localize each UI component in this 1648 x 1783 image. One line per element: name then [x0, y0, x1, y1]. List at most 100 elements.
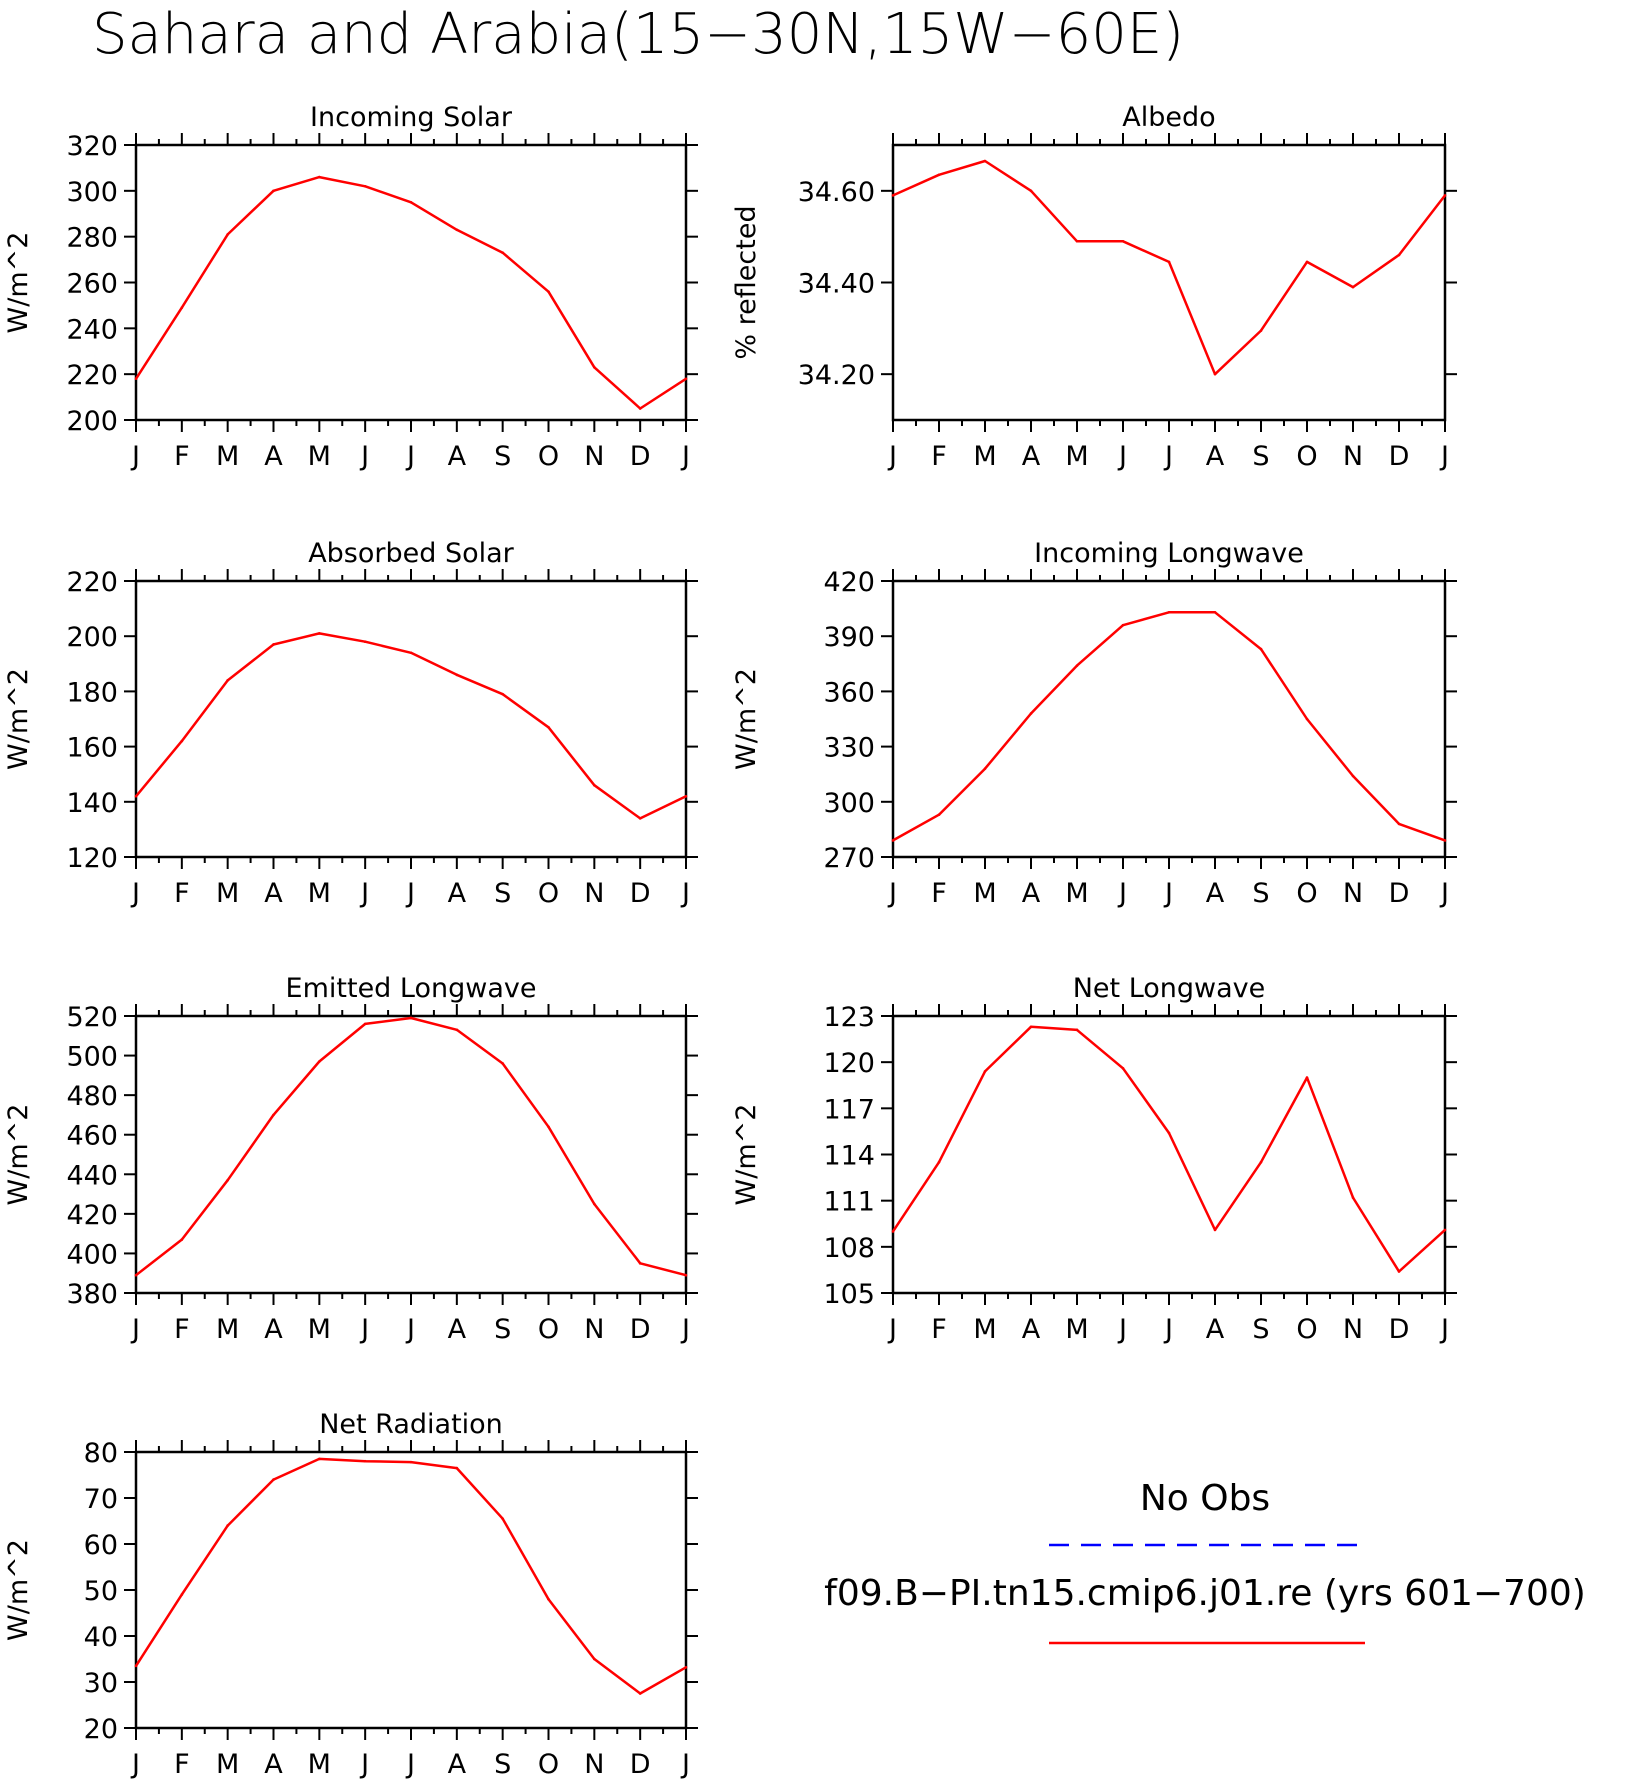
- data-point: [134, 377, 138, 381]
- data-point: [272, 643, 275, 646]
- data-point: [363, 184, 367, 188]
- x-tick-label: S: [494, 441, 511, 472]
- data-point: [547, 1597, 550, 1601]
- x-tick-label: J: [887, 441, 897, 472]
- x-tick-label: O: [1296, 1314, 1317, 1345]
- x-tick-label: J: [130, 878, 140, 909]
- data-point: [547, 725, 550, 729]
- data-point: [1029, 189, 1033, 193]
- data-point: [318, 632, 321, 635]
- y-tick-label: 420: [66, 1200, 118, 1231]
- y-tick-label: 40: [84, 1622, 118, 1653]
- series-line-model: [134, 1457, 687, 1695]
- data-point: [684, 794, 688, 798]
- data-point: [1397, 1270, 1401, 1273]
- y-tick-label: 460: [66, 1121, 118, 1152]
- x-tick-label: N: [1343, 878, 1363, 909]
- x-tick-label: J: [1163, 878, 1173, 909]
- data-point: [593, 1657, 596, 1661]
- data-point: [272, 189, 275, 193]
- x-tick-label: O: [538, 878, 559, 909]
- x-tick-label: O: [538, 1314, 559, 1345]
- data-point: [318, 1457, 321, 1461]
- series-line-model: [891, 1025, 1446, 1273]
- data-point: [134, 1664, 138, 1668]
- data-point: [1305, 260, 1309, 264]
- x-tick-label: D: [630, 878, 651, 909]
- data-point: [1259, 647, 1263, 651]
- x-tick-label: M: [216, 1314, 239, 1345]
- plot-frame: [891, 143, 1447, 422]
- x-tick-label: D: [630, 1314, 651, 1345]
- y-tick-label: 180: [66, 677, 118, 708]
- data-point: [593, 783, 596, 787]
- plot-frame: [891, 1014, 1447, 1295]
- x-tick-label: M: [216, 441, 239, 472]
- data-point: [638, 817, 642, 820]
- x-tick-label: N: [584, 1749, 604, 1780]
- y-tick-label: 390: [823, 622, 875, 653]
- x-tick-label: D: [1389, 878, 1410, 909]
- data-point: [1075, 664, 1079, 667]
- data-point: [1351, 285, 1355, 289]
- x-tick-label: A: [448, 878, 467, 909]
- x-tick-label: F: [174, 441, 190, 472]
- y-tick-label: 240: [66, 314, 118, 345]
- data-point: [593, 365, 596, 369]
- x-tick-label: J: [1117, 878, 1127, 909]
- data-point: [638, 1692, 642, 1695]
- y-tick-label: 300: [66, 177, 118, 208]
- y-tick-label: 380: [66, 1279, 118, 1310]
- data-point: [363, 640, 367, 644]
- x-tick-label: A: [264, 1749, 283, 1780]
- y-axis-label: W/m^2: [731, 668, 762, 770]
- y-tick-label: 520: [66, 1002, 118, 1033]
- data-point: [1443, 839, 1447, 842]
- data-point: [180, 1238, 184, 1241]
- data-point: [1259, 329, 1263, 332]
- x-tick-label: J: [405, 1314, 415, 1345]
- data-point: [1443, 1228, 1447, 1232]
- x-tick-label: A: [448, 1749, 467, 1780]
- y-tick-label: 117: [823, 1094, 875, 1125]
- x-tick-label: O: [538, 1749, 559, 1780]
- data-point: [501, 692, 504, 696]
- y-tick-label: 34.60: [798, 177, 875, 208]
- x-tick-label: A: [264, 441, 283, 472]
- data-point: [983, 767, 987, 770]
- y-tick-label: 270: [823, 843, 875, 874]
- data-point: [1075, 1028, 1079, 1032]
- x-tick-label: F: [931, 878, 947, 909]
- y-tick-label: 34.40: [798, 269, 875, 300]
- plot-frame: [134, 1450, 688, 1730]
- y-tick-label: 200: [66, 406, 118, 437]
- data-point: [409, 200, 413, 204]
- x-tick-label: J: [130, 441, 140, 472]
- y-tick-label: 260: [66, 269, 118, 300]
- x-tick-label: J: [130, 1749, 140, 1780]
- y-tick-label: 280: [66, 223, 118, 254]
- y-tick-label: 220: [66, 567, 118, 598]
- legend-model-label: f09.B−PI.tn15.cmip6.j01.re (yrs 601−700): [824, 1573, 1586, 1614]
- panel-title: Incoming Longwave: [1034, 538, 1304, 569]
- data-point: [547, 1125, 550, 1129]
- data-point: [501, 1517, 504, 1520]
- x-tick-label: M: [308, 1749, 331, 1780]
- x-tick-label: D: [1389, 441, 1410, 472]
- x-tick-label: M: [308, 441, 331, 472]
- y-tick-label: 360: [823, 677, 875, 708]
- y-tick-label: 60: [84, 1530, 118, 1561]
- data-point: [891, 1230, 895, 1233]
- x-tick-label: J: [1439, 1314, 1449, 1345]
- y-tick-label: 200: [66, 622, 118, 653]
- x-tick-label: J: [1439, 878, 1449, 909]
- x-tick-label: A: [1206, 1314, 1225, 1345]
- y-tick-label: 120: [823, 1048, 875, 1079]
- data-point: [409, 1016, 413, 1020]
- series-line-model: [135, 632, 687, 820]
- y-tick-label: 108: [823, 1233, 875, 1264]
- data-point: [226, 1524, 229, 1527]
